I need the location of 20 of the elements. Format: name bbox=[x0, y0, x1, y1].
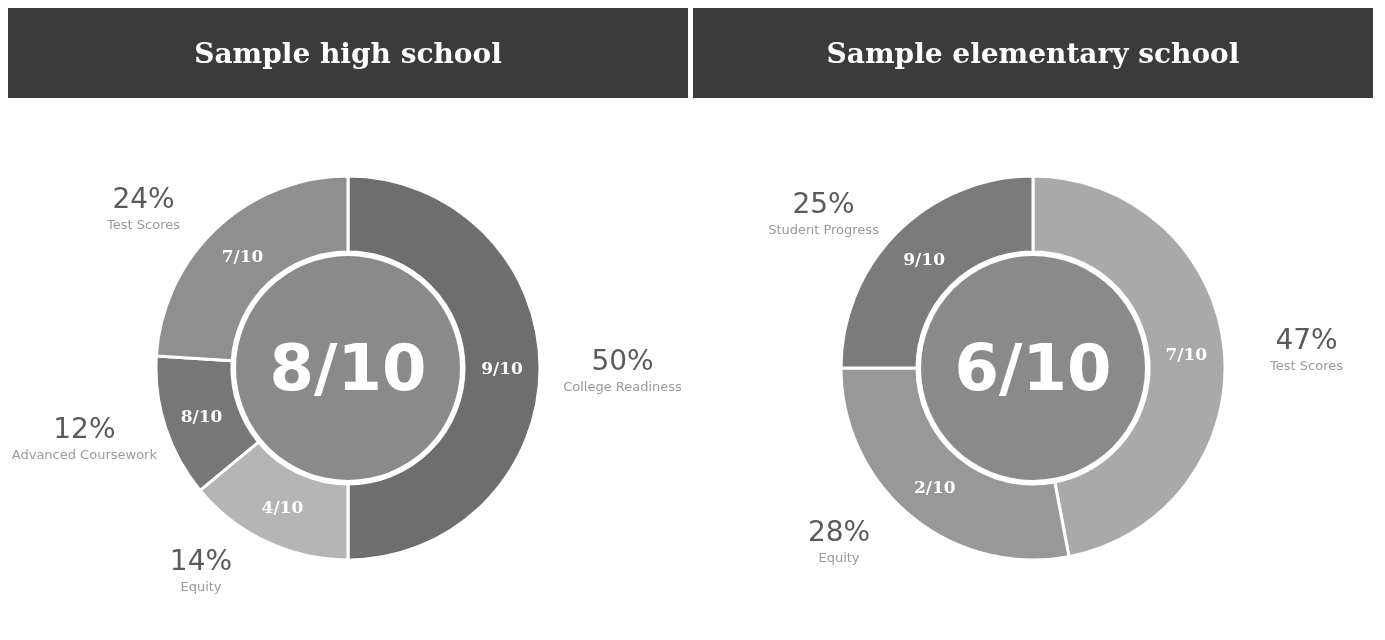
text: 4/10 bbox=[261, 497, 304, 518]
data-label: 12% bbox=[53, 412, 116, 446]
chart-title: Sample elementary school bbox=[826, 36, 1240, 70]
slice-label: Student Progress bbox=[768, 221, 880, 237]
data-label: 24% bbox=[112, 181, 175, 215]
text: 7/10 bbox=[1165, 343, 1208, 364]
slice-label: Test Scores bbox=[1269, 357, 1344, 373]
slice-label: Equity bbox=[180, 579, 222, 595]
slice-label: Advanced Coursework bbox=[11, 447, 158, 463]
text: 8/10 bbox=[180, 405, 223, 426]
data-label: 14% bbox=[169, 544, 233, 578]
slice-label: Test Scores bbox=[106, 216, 181, 232]
data-label: 28% bbox=[807, 514, 871, 548]
slice-label: Equity bbox=[818, 549, 860, 565]
text: 9/10 bbox=[481, 358, 523, 378]
data-label: 25% bbox=[792, 186, 855, 220]
data-label: 50% bbox=[591, 343, 654, 377]
chart-title: Sample high school bbox=[194, 36, 502, 70]
data-label: 47% bbox=[1275, 322, 1338, 356]
slice-label: College Readiness bbox=[563, 378, 683, 394]
